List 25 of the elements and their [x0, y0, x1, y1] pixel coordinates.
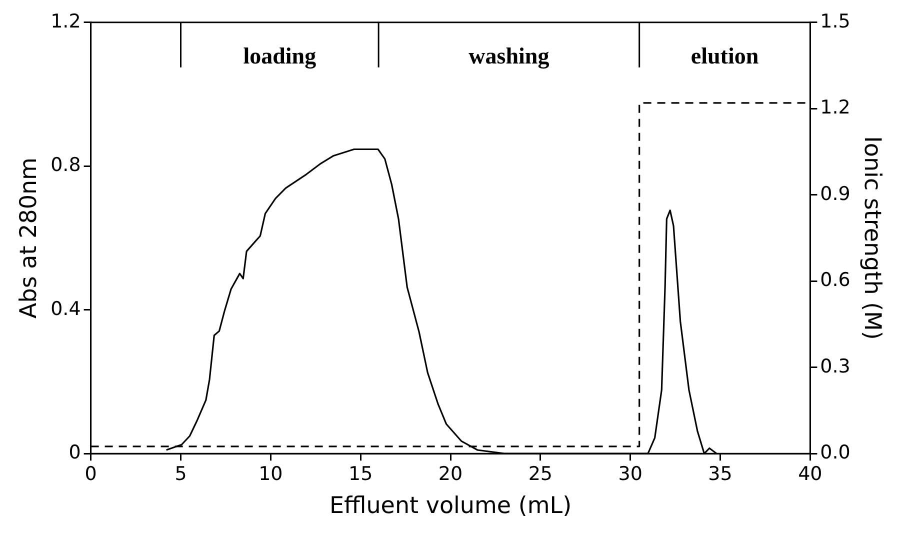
- y2-tick-label: 1.2: [820, 96, 850, 119]
- y2-tick-label: 0.3: [820, 355, 850, 378]
- annotation: loading: [243, 43, 317, 70]
- x-tick-label: 10: [258, 462, 283, 485]
- y2-tick-label: 0.9: [820, 182, 850, 205]
- y2-tick-label: 1.5: [820, 10, 850, 32]
- annotation: elution: [690, 43, 759, 68]
- y2-tick-label: 0.0: [820, 442, 850, 464]
- x-axis-title: Effluent volume (mL): [329, 493, 572, 520]
- y-tick-label: 0.8: [50, 154, 81, 176]
- y-tick-label: 0.4: [50, 298, 81, 320]
- x-tick-label: 5: [174, 462, 187, 485]
- x-tick-label: 0: [84, 462, 97, 485]
- y2-tick-label: 0.6: [820, 269, 850, 292]
- x-tick-label: 15: [348, 462, 373, 485]
- y-axis-title: Abs at 280nm: [16, 158, 42, 318]
- x-tick-label: 35: [708, 462, 732, 485]
- x-tick-label: 20: [438, 462, 463, 485]
- x-tick-label: 40: [798, 462, 822, 485]
- y-tick-label: 1.2: [50, 10, 81, 32]
- y2-axis-title: Ionic strength (M): [859, 136, 886, 340]
- annotation: washing: [468, 43, 550, 70]
- y-tick-label: 0: [68, 442, 81, 464]
- x-tick-label: 30: [618, 462, 642, 485]
- x-tick-label: 25: [528, 462, 553, 485]
